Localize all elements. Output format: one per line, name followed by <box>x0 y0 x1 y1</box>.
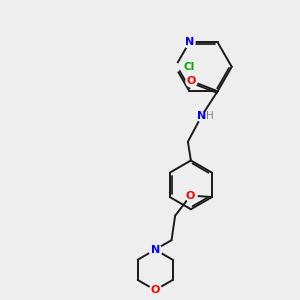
Text: O: O <box>151 285 160 295</box>
Text: O: O <box>186 76 196 86</box>
Text: N: N <box>185 37 194 47</box>
Text: O: O <box>186 190 195 201</box>
Text: H: H <box>206 111 214 121</box>
Text: N: N <box>151 245 160 255</box>
Text: Cl: Cl <box>184 62 195 72</box>
Text: N: N <box>196 112 206 122</box>
